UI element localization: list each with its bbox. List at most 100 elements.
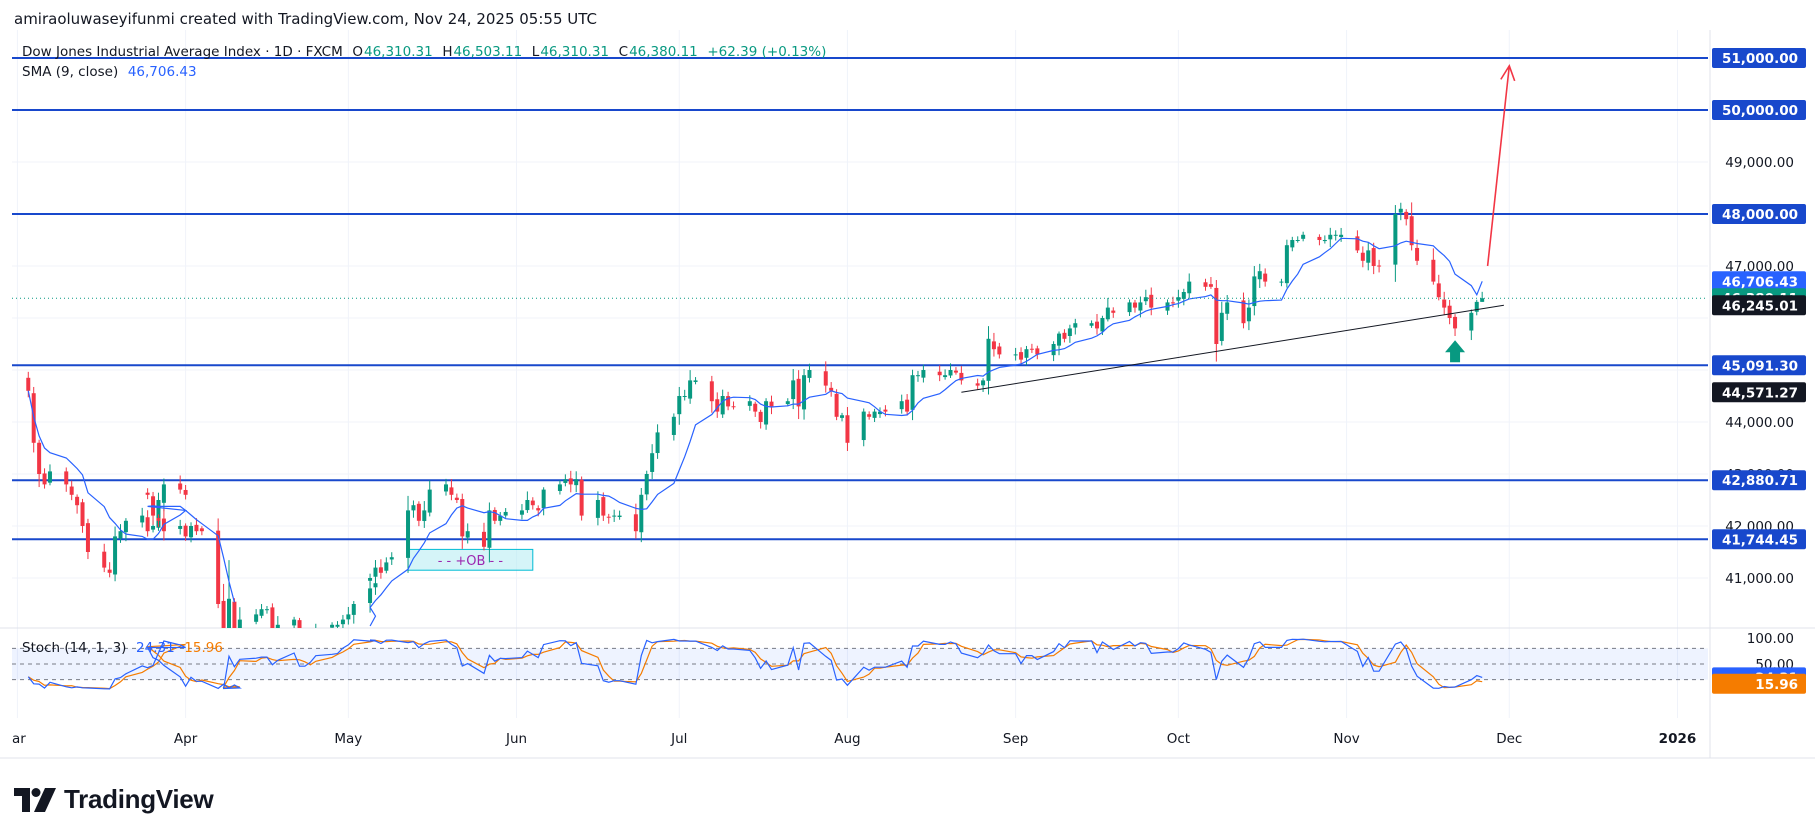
candle-body: [1284, 245, 1289, 284]
candle-body: [1409, 216, 1414, 246]
time-axis[interactable]: ar Apr May Jun Jul Aug Sep Oct Nov Dec 2026: [12, 731, 1696, 747]
candlestick-series: [26, 202, 1485, 628]
candle-body: [834, 393, 839, 417]
candle-body: [633, 514, 638, 532]
candle-body: [1149, 294, 1154, 308]
order-block-annotation[interactable]: - - +OB - -: [407, 548, 534, 571]
candle-body: [194, 524, 199, 532]
price-tick-label: 41,000.00: [1725, 571, 1794, 587]
candle-body: [1057, 333, 1062, 346]
candle-body: [796, 378, 801, 407]
level-price-tag-bg: [1712, 204, 1806, 224]
candle-body: [1241, 300, 1246, 324]
candle-body: [557, 484, 562, 491]
stochastic-pane: [12, 638, 1708, 690]
price-tag: 46,245.01: [1722, 298, 1798, 314]
price-tick-label: 44,000.00: [1725, 415, 1794, 431]
main-legend[interactable]: Dow Jones Industrial Average Index · 1D …: [22, 44, 827, 60]
candle-body: [389, 557, 394, 560]
candle-body: [731, 406, 736, 408]
candle-body: [807, 370, 812, 378]
candle-body: [292, 619, 297, 626]
candle-body: [118, 531, 123, 539]
candle-body: [1442, 299, 1447, 308]
candle-body: [671, 416, 676, 435]
candle-body: [1257, 271, 1262, 280]
candle-body: [378, 567, 383, 573]
candle-body: [1431, 259, 1436, 282]
candle-body: [373, 583, 378, 588]
candle-body: [460, 499, 465, 537]
candle-body: [237, 619, 242, 628]
level-price-tag-bg: [1712, 100, 1806, 120]
candle-body: [688, 380, 693, 399]
candle-body: [427, 489, 432, 513]
candle-body: [867, 414, 872, 417]
candle-body: [1035, 348, 1040, 355]
candle-body: [1062, 332, 1067, 339]
stoch-legend[interactable]: Stoch (14, 1, 3) 24.31 15.96: [22, 640, 224, 656]
candle-body: [178, 483, 183, 490]
candle-body: [568, 478, 573, 485]
tradingview-logo-icon: [14, 787, 56, 812]
candle-body: [227, 598, 231, 628]
candle-body: [368, 578, 373, 581]
candle-body: [612, 515, 617, 517]
candle-body: [715, 399, 720, 412]
candle-body: [145, 492, 150, 495]
candle-body: [525, 500, 530, 511]
sma-legend-value: 46,706.43: [127, 64, 197, 80]
candle-body: [1067, 328, 1072, 336]
candle-body: [161, 484, 166, 503]
time-tick-label: May: [334, 731, 362, 747]
candle-body: [498, 515, 503, 521]
candle-body: [1252, 276, 1257, 307]
stoch-tick-label: 100.00: [1747, 631, 1794, 647]
candle-body: [1398, 208, 1403, 213]
candle-body: [444, 484, 448, 492]
candle-body: [1024, 349, 1029, 358]
candle-body: [330, 624, 335, 628]
candle-body: [655, 432, 660, 454]
candle-body: [574, 479, 579, 486]
price-tag: 46,706.43: [1722, 274, 1798, 290]
candle-body: [151, 526, 156, 530]
candle-body: [1263, 273, 1268, 282]
price-axis[interactable]: 41,000.0042,000.0043,000.0044,000.0047,0…: [1712, 48, 1806, 694]
sma-legend[interactable]: SMA (9, close) 46,706.43: [22, 64, 198, 80]
candle-body: [530, 500, 535, 506]
annotation-arrows[interactable]: [1445, 63, 1516, 363]
candle-body: [75, 496, 80, 506]
candle-body: [1219, 312, 1224, 341]
candle-body: [384, 562, 389, 571]
tradingview-logo[interactable]: TradingView: [14, 784, 214, 815]
candle-body: [1095, 321, 1099, 329]
support-up-arrow: [1445, 340, 1466, 363]
candle-body: [416, 503, 421, 521]
trendline-drawing[interactable]: [961, 304, 1504, 393]
legend-low-value: 46,310.31: [540, 44, 610, 60]
candle-body: [1436, 283, 1441, 298]
candle-body: [541, 489, 546, 509]
stoch-legend-label: Stoch (14, 1, 3): [22, 640, 127, 656]
level-price-tag-bg: [1712, 529, 1806, 550]
candle-body: [189, 526, 194, 538]
horizontal-levels[interactable]: [12, 57, 1708, 541]
candle-body: [145, 517, 150, 532]
candle-body: [910, 375, 915, 410]
level-price-tag-bg: [1712, 48, 1806, 68]
level-price-tag: 41,744.45: [1722, 532, 1798, 548]
candle-body: [823, 371, 828, 386]
legend-high-label: H: [442, 44, 453, 60]
candle-body: [1279, 281, 1284, 283]
candle-body: [47, 471, 52, 483]
candle-body: [199, 528, 204, 532]
candle-body: [758, 411, 763, 422]
price-tag-bg: [1712, 295, 1806, 316]
legend-open-value: 46,310.31: [364, 44, 433, 60]
level-price-tag: 45,091.30: [1722, 358, 1798, 374]
candle-body: [682, 396, 687, 397]
candle-body: [183, 489, 188, 495]
candle-body: [802, 375, 807, 410]
